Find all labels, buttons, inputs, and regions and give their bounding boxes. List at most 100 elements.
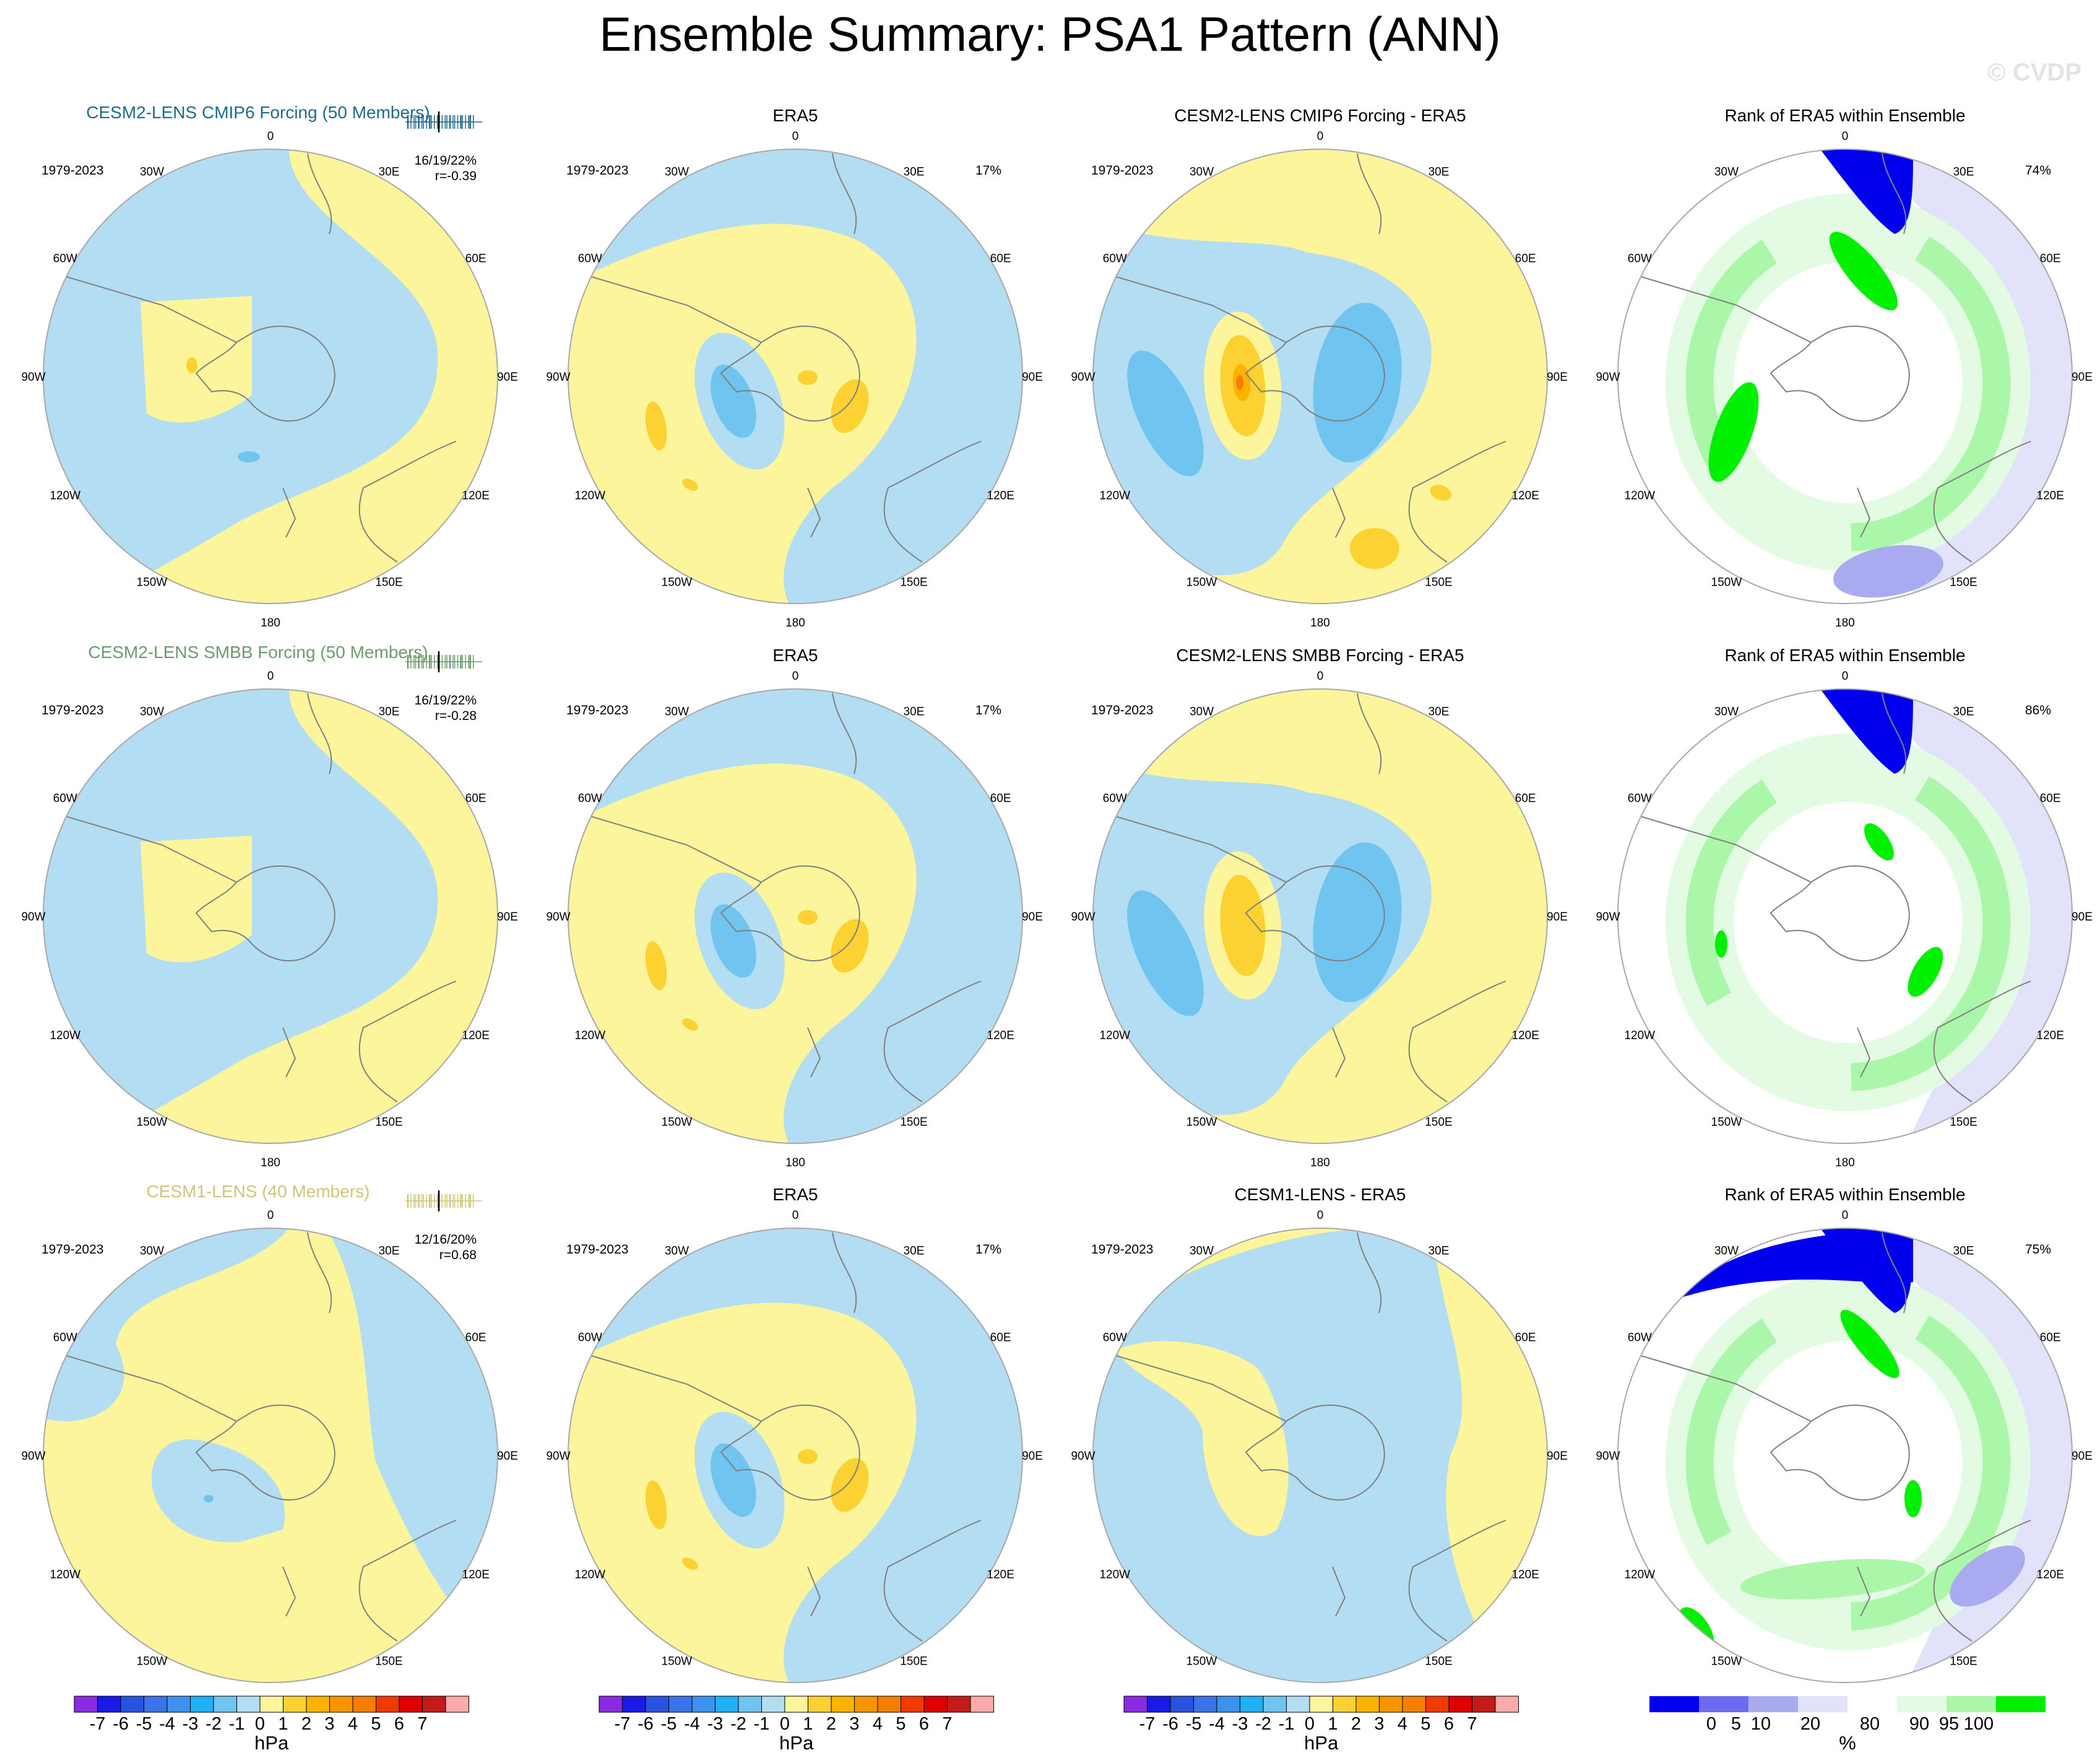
contour-region [1840, 1309, 1899, 1379]
antarctica-coastline [1769, 325, 1910, 422]
longitude-label: 120W [50, 1029, 80, 1042]
colorbar-tick-label: -4 [159, 1714, 175, 1734]
colorbar-tick-label: 7 [942, 1714, 952, 1734]
longitude-label: 90W [1596, 371, 1620, 384]
longitude-label: 180 [1835, 617, 1855, 630]
pattern-correlation-percentiles: 12/16/20% [415, 1232, 477, 1247]
pattern-correlation-value: r=0.68 [439, 1248, 477, 1262]
australia-coastline [883, 981, 982, 1102]
contour-region [1820, 149, 1913, 234]
era5-panel-title: ERA5 [772, 106, 818, 125]
map-content [568, 1228, 1022, 1683]
map-content [43, 149, 498, 604]
longitude-label: 90E [2072, 371, 2093, 384]
new-zealand-coastline [807, 487, 821, 538]
longitude-label: 30E [1428, 705, 1450, 718]
longitude-label: 0 [1317, 130, 1324, 143]
colorbar-swatch [761, 1696, 785, 1713]
longitude-label: 30E [1953, 165, 1974, 178]
colorbar-swatch [376, 1696, 400, 1713]
colorbar-tick-label: 90 [1909, 1714, 1929, 1734]
map-content [1618, 149, 2072, 604]
contour-region [682, 1557, 698, 1570]
map-panel: 0 30E 60E 90E 120E 150E 180 150W 120W 90W 60W 30W CE… [1071, 646, 1567, 1169]
longitude-label: 120W [1624, 490, 1655, 503]
south-america-coastline [572, 1349, 762, 1422]
longitude-label: 150E [375, 1116, 402, 1129]
colorbar-tick-label: 1 [278, 1714, 288, 1734]
longitude-label: 30W [665, 1244, 689, 1257]
longitude-label: 90W [546, 911, 570, 924]
colorbar-swatch [1123, 1696, 1147, 1713]
longitude-label: 60W [578, 1332, 602, 1345]
period-label: 1979-2023 [566, 1242, 628, 1257]
colorbar-tick-label: 6 [1444, 1714, 1454, 1734]
contour-region [238, 451, 260, 462]
longitude-label: 150E [1425, 1655, 1452, 1668]
longitude-label: 120W [574, 1569, 605, 1582]
longitude-label: 30E [379, 1244, 400, 1257]
ensemble-panel-title: CESM2-LENS CMIP6 Forcing (50 Members) [86, 103, 430, 122]
era5-panel-title: ERA5 [772, 1185, 818, 1204]
pattern-correlation-value: r=-0.28 [435, 709, 477, 723]
colorbar-tick-label: -5 [136, 1714, 152, 1734]
contour-region [1820, 689, 1913, 774]
colorbar-tick-label: 1 [803, 1714, 813, 1734]
longitude-label: 180 [785, 617, 805, 630]
contour-region [1127, 890, 1204, 1016]
longitude-label: 0 [1842, 1209, 1849, 1222]
colorbar-tick-label: -6 [637, 1714, 654, 1734]
map-content [43, 1228, 498, 1683]
longitude-label: 180 [1310, 1156, 1330, 1169]
contour-region [1236, 375, 1243, 390]
colorbar-tick-label: 6 [394, 1714, 404, 1734]
longitude-label: 90W [546, 371, 570, 384]
colorbar-swatch [1333, 1696, 1357, 1713]
map-boundary [1617, 688, 2073, 1144]
anomaly-colorbar: -7 -6 -5 -4 -3 -2 -1 0 1 2 3 4 5 6 7 hPa [1123, 1696, 1519, 1754]
map-content [1618, 1228, 2072, 1683]
colorbar-tick-label: -3 [183, 1714, 199, 1734]
colorbar-swatch [715, 1696, 739, 1713]
colorbar-swatch [970, 1696, 994, 1713]
longitude-label: 90E [497, 911, 518, 924]
contour-region [798, 910, 818, 925]
africa-coastline [832, 153, 857, 235]
longitude-label: 60W [1103, 253, 1127, 266]
contour-region [1127, 350, 1204, 477]
map-content [1093, 689, 1547, 1143]
contour-region [204, 1495, 214, 1502]
longitude-label: 120E [987, 1569, 1014, 1582]
map-boundary [1617, 1228, 2073, 1683]
map-content [43, 689, 498, 1143]
map-panel: 0 30E 60E 90E 120E 150E 180 150W 120W 90W 60W 30W CE… [21, 103, 517, 630]
contour-region [831, 1458, 869, 1512]
longitude-label: 0 [267, 670, 274, 683]
longitude-label: 120W [574, 490, 605, 503]
longitude-label: 30E [904, 705, 925, 718]
new-zealand-coastline [282, 487, 296, 538]
longitude-label: 60W [53, 792, 77, 805]
longitude-label: 150E [1950, 576, 1977, 589]
longitude-label: 120E [2037, 490, 2064, 503]
difference-panel-title: CESM1-LENS - ERA5 [1235, 1185, 1406, 1204]
antarctica-coastline [1245, 1404, 1385, 1501]
ensemble-panel-title: CESM1-LENS (40 Members) [147, 1182, 370, 1201]
antarctica-coastline [1769, 1404, 1910, 1501]
longitude-label: 0 [792, 670, 799, 683]
africa-coastline [832, 693, 857, 774]
colorbar-tick-label: 0 [780, 1714, 790, 1734]
era5-variance-explained: 17% [975, 703, 1001, 717]
colorbar-tick-label: 4 [873, 1714, 883, 1734]
colorbar-tick-label: -5 [661, 1714, 677, 1734]
cvdp-watermark: © CVDP [1987, 59, 2081, 86]
new-zealand-coastline [1857, 1027, 1871, 1078]
contour-region [711, 904, 756, 978]
longitude-label: 180 [261, 1156, 280, 1169]
new-zealand-coastline [807, 1027, 821, 1078]
longitude-label: 30W [1190, 705, 1214, 718]
australia-coastline [358, 1520, 457, 1642]
colorbar-tick-label: -4 [1209, 1714, 1225, 1734]
rank-region [1685, 753, 2011, 1091]
longitude-label: 90E [1547, 911, 1568, 924]
